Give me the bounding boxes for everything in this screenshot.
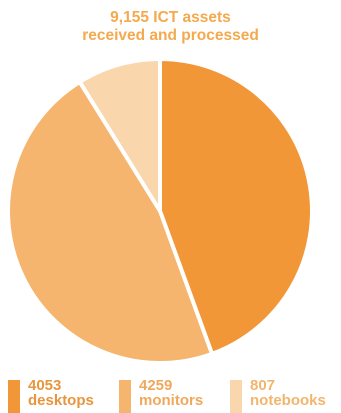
legend-label-notebooks: notebooks (250, 392, 326, 409)
legend-label-desktops: desktops (28, 392, 94, 409)
pie-slice-monitors (6, 79, 214, 365)
legend-swatch-desktops (8, 380, 20, 413)
chart-title-line-1: 9,155 ICT assets (110, 9, 231, 26)
chart-title: 9,155 ICT assets received and processed (0, 9, 341, 45)
legend-swatch-notebooks (230, 380, 242, 413)
chart-title-line-2: received and processed (82, 27, 259, 44)
legend-swatch-monitors (119, 380, 131, 413)
legend-text-notebooks: 807 notebooks (250, 378, 326, 408)
pie-chart (6, 57, 314, 365)
legend-value-desktops: 4053 (28, 377, 62, 394)
pie-slice-desktops (158, 57, 314, 356)
legend-text-desktops: 4053 desktops (28, 378, 94, 408)
legend-text-monitors: 4259 monitors (139, 378, 203, 408)
legend-value-notebooks: 807 (250, 377, 276, 394)
legend-label-monitors: monitors (139, 392, 204, 409)
pie-slice-notebooks (77, 57, 162, 213)
legend-value-monitors: 4259 (139, 377, 173, 394)
